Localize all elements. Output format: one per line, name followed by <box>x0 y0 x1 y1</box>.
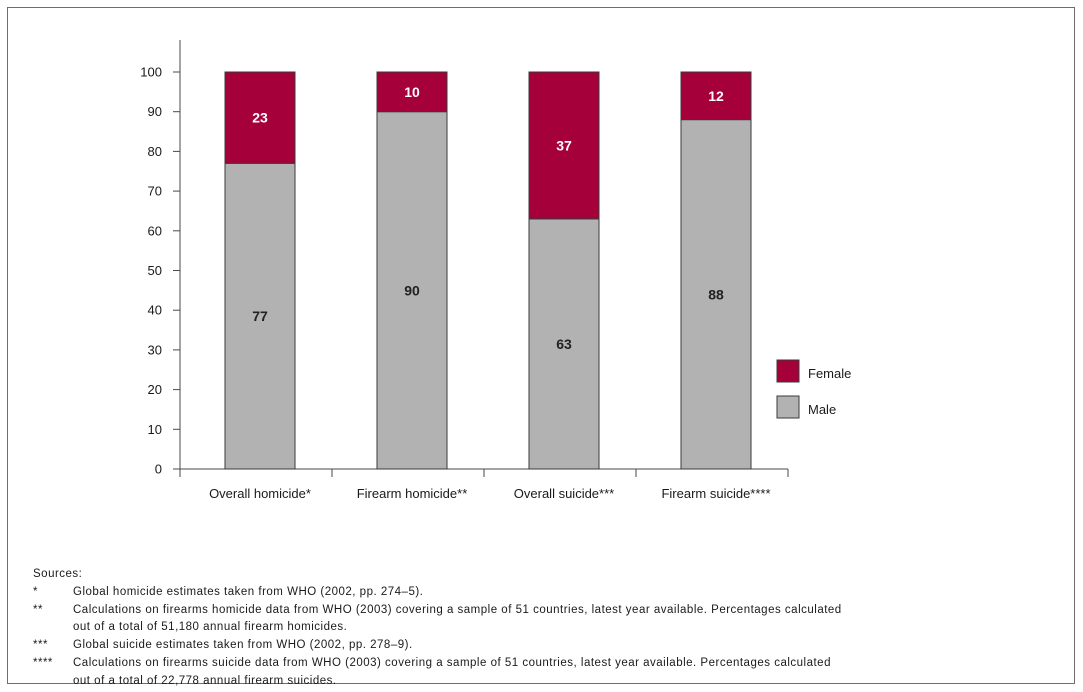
y-tick-label: 20 <box>148 382 162 397</box>
source-note: *** Global suicide estimates taken from … <box>33 637 1063 655</box>
legend-male-label: Male <box>808 402 836 417</box>
source-note-text: Calculations on firearms homicide data f… <box>73 603 842 616</box>
y-tick-label: 30 <box>148 342 162 357</box>
source-note: * Global homicide estimates taken from W… <box>33 584 1063 602</box>
source-note-continuation: out of a total of 51,180 annual firearm … <box>33 619 1063 637</box>
chart-bars: 77 23 Overall homicide* 90 10 Firearm homicid… <box>209 71 771 501</box>
legend-male-swatch <box>776 395 800 419</box>
sources-section: Sources: * Global homicide estimates tak… <box>33 566 1063 691</box>
data-label-female: 37 <box>556 137 572 153</box>
source-note: **** Calculations on firearms suicide da… <box>33 655 1063 673</box>
x-category-label: Firearm homicide** <box>357 486 468 501</box>
y-tick-label: 0 <box>155 462 162 477</box>
y-tick-label: 60 <box>148 223 162 238</box>
source-note-text: Global suicide estimates taken from WHO … <box>73 639 413 652</box>
chart-axes: 0 10 20 30 40 50 60 70 80 90 100 <box>140 40 789 477</box>
sources-heading: Sources: <box>33 568 83 580</box>
source-note-mark: *** <box>33 639 48 652</box>
y-tick-label: 100 <box>140 65 162 80</box>
data-label-female: 23 <box>252 110 268 126</box>
x-category-label: Overall suicide*** <box>514 486 614 501</box>
legend-female-swatch <box>776 359 800 383</box>
y-tick-label: 90 <box>148 104 162 119</box>
x-category-label: Overall homicide* <box>209 486 311 501</box>
source-note: ** Calculations on firearms homicide dat… <box>33 602 1063 620</box>
chart-legend: Female Male <box>776 359 851 419</box>
source-note-mark: * <box>33 585 38 598</box>
y-tick-label: 70 <box>148 184 162 199</box>
source-note-continuation: out of a total of 22,778 annual firearm … <box>33 673 1063 691</box>
y-tick-label: 50 <box>148 263 162 278</box>
stacked-bar-chart: 0 10 20 30 40 50 60 70 80 90 100 77 23 Overall homic… <box>140 40 851 501</box>
source-note-text: Global homicide estimates taken from WHO… <box>73 585 424 598</box>
bar-female <box>680 71 752 121</box>
source-note-text: Calculations on firearms suicide data fr… <box>73 656 831 669</box>
y-tick-label: 10 <box>148 422 162 437</box>
source-note-text: out of a total of 51,180 annual firearm … <box>73 621 348 634</box>
bar-male <box>528 218 600 470</box>
data-label-female: 10 <box>404 84 420 100</box>
data-label-female: 12 <box>708 88 724 104</box>
data-label-male: 90 <box>404 282 420 298</box>
bar-male <box>376 111 448 470</box>
bar-female <box>376 71 448 113</box>
bar-female <box>224 71 296 164</box>
data-label-male: 88 <box>708 286 724 302</box>
y-tick-label: 40 <box>148 303 162 318</box>
bar-male <box>224 162 296 470</box>
source-note-mark: **** <box>33 656 53 669</box>
source-note-text: out of a total of 22,778 annual firearm … <box>73 674 337 687</box>
bar-female <box>528 71 600 220</box>
legend-female-label: Female <box>808 366 851 381</box>
data-label-male: 63 <box>556 336 572 352</box>
x-category-label: Firearm suicide**** <box>661 486 770 501</box>
bar-male <box>680 119 752 470</box>
figure-frame <box>7 7 1075 684</box>
data-label-male: 77 <box>252 308 268 324</box>
source-note-mark: ** <box>33 603 43 616</box>
y-tick-label: 80 <box>148 144 162 159</box>
